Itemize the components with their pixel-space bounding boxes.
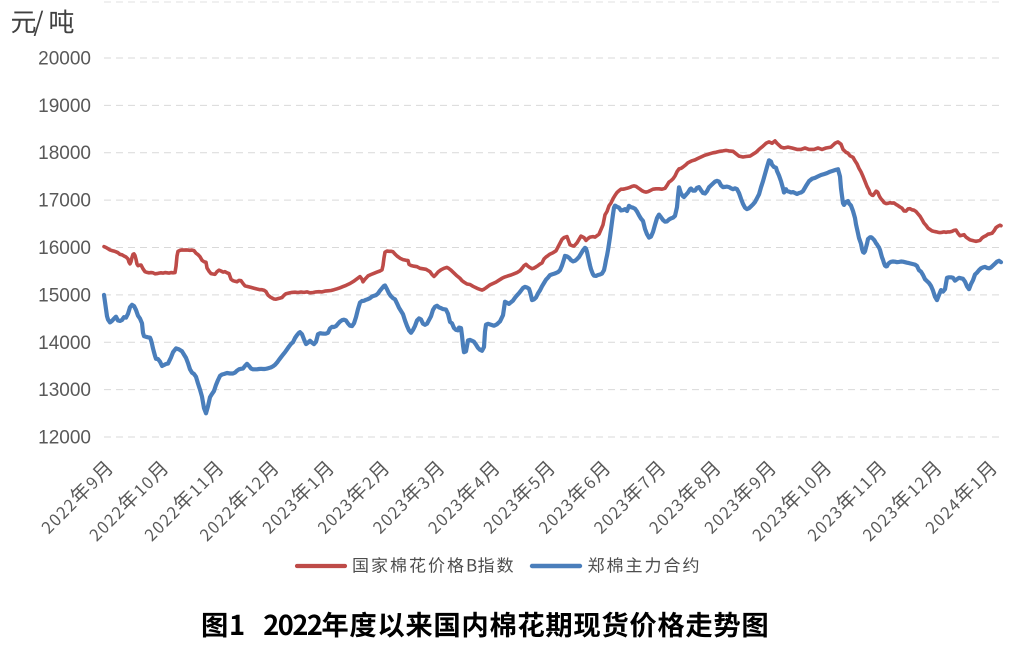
svg-text:20000: 20000: [38, 49, 91, 70]
svg-text:12000: 12000: [38, 428, 91, 449]
svg-text:18000: 18000: [38, 143, 91, 164]
svg-text:15000: 15000: [38, 285, 91, 306]
svg-text:13000: 13000: [38, 380, 91, 401]
svg-text:14000: 14000: [38, 333, 91, 354]
svg-text:19000: 19000: [38, 96, 91, 117]
svg-text:17000: 17000: [38, 191, 91, 212]
svg-text:16000: 16000: [38, 238, 91, 259]
